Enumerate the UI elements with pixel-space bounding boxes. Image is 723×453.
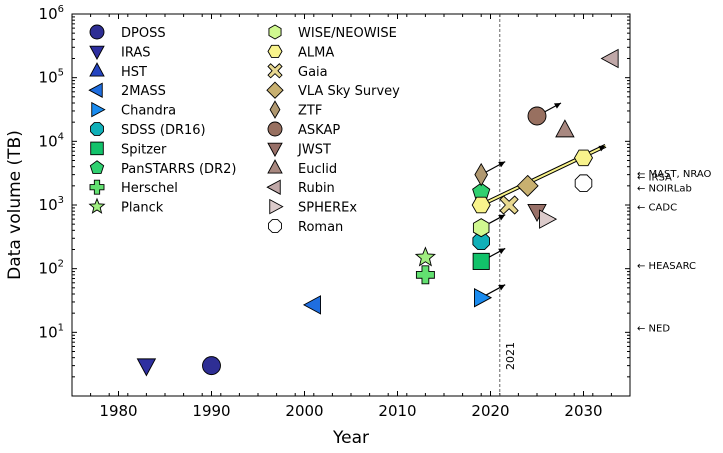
legend-label-ztf: ZTF: [298, 104, 322, 119]
legend-marker-planck: [88, 197, 106, 214]
legend-marker-spherex: [269, 198, 284, 215]
legend-label-chandra: Chandra: [121, 104, 176, 119]
x-tick-label: 2030: [564, 402, 602, 420]
legend-label-spherex: SPHEREx: [298, 201, 357, 216]
archive-annotation: ← IRSA: [637, 173, 672, 184]
vline-label: 2021: [504, 342, 517, 370]
point-chandra: [474, 287, 493, 308]
point-alma-2030: [573, 149, 594, 167]
legend-marker-panstarrs-dr2-: [89, 160, 105, 174]
axes: 1980 1990 2000 2010 2020 2030 101 102 103 104 105 1…: [39, 4, 631, 420]
point-dposs: [202, 356, 221, 376]
archive-annotation: ← MAST, NRAO: [637, 169, 712, 180]
legend-label-panstarrs-dr2-: PanSTARRS (DR2): [121, 162, 236, 177]
y-tick-label: 103: [39, 195, 64, 214]
legend-label-hst: HST: [121, 65, 147, 80]
y-tick-label: 101: [39, 322, 64, 341]
legend-label-2mass: 2MASS: [121, 84, 166, 99]
point-rubin: [600, 48, 619, 69]
legend-label-euclid: Euclid: [298, 162, 337, 177]
y-tick-label: 106: [39, 4, 64, 23]
point-roman: [574, 174, 593, 192]
legend-label-vla-sky-survey: VLA Sky Survey: [298, 84, 400, 99]
point-wise-neowise: [472, 218, 490, 238]
legend-label-jwst: JWST: [297, 142, 331, 157]
legend-label-gaia: Gaia: [298, 65, 328, 80]
point-alma: [471, 196, 491, 214]
legend-marker-vla-sky-survey: [266, 81, 284, 99]
legend-marker-askap: [267, 121, 283, 137]
legend-label-wise-neowise: WISE/NEOWISE: [298, 26, 397, 41]
point-iras: [136, 358, 157, 377]
point-spherex: [539, 209, 558, 229]
legend-label-iras: IRAS: [121, 45, 151, 60]
legend-label-rubin: Rubin: [298, 181, 335, 196]
legend-marker-herschel: [89, 179, 105, 195]
point-2mass: [302, 295, 321, 315]
legend-label-herschel: Herschel: [121, 181, 178, 196]
data-points: [136, 48, 619, 377]
y-tick-label: 104: [39, 131, 64, 150]
legend-marker-euclid: [267, 159, 283, 174]
legend-label-planck: Planck: [121, 201, 164, 216]
archive-annotation: ← HEASARC: [637, 261, 696, 272]
legend-marker-jwst: [267, 142, 283, 158]
point-sdss-dr16-: [472, 232, 490, 250]
legend-marker-wise-neowise: [268, 24, 282, 40]
legend: DPOSS IRAS HST 2MASS Chandra SDSS (DR16) Spitz…: [88, 24, 400, 235]
archive-annotation: ← NOIRLab: [637, 183, 692, 194]
y-tick-label: 102: [39, 259, 64, 278]
point-gaia: [499, 195, 519, 215]
legend-label-askap: ASKAP: [298, 123, 340, 138]
point-euclid: [555, 119, 575, 138]
point-planck: [414, 246, 436, 267]
legend-marker-spitzer: [90, 141, 104, 156]
x-tick-label: 2020: [471, 402, 509, 420]
legend-label-spitzer: Spitzer: [121, 142, 167, 157]
legend-label-roman: Roman: [298, 220, 343, 235]
point-spitzer: [472, 252, 490, 270]
legend-label-sdss-dr16-: SDSS (DR16): [121, 123, 206, 138]
legend-marker-dposs: [89, 24, 105, 40]
point-herschel: [415, 265, 435, 285]
annotations: ← MAST, NRAO← IRSA← NOIRLab ← CADC ← HEASA…: [637, 169, 712, 334]
archive-annotation: ← NED: [637, 323, 670, 334]
legend-marker-sdss-dr16-: [90, 122, 104, 136]
point-vla-sky-survey: [516, 174, 539, 197]
x-tick-label: 2010: [378, 402, 416, 420]
y-tick-label: 105: [39, 68, 64, 87]
legend-marker-ztf: [269, 100, 281, 119]
point-askap: [527, 106, 547, 126]
legend-marker-hst: [89, 62, 105, 77]
x-axis-label: Year: [332, 428, 369, 448]
y-axis-label: Data volume (TB): [5, 130, 25, 280]
legend-marker-gaia: [267, 63, 283, 79]
x-tick-label: 2000: [285, 402, 323, 420]
legend-label-dposs: DPOSS: [121, 26, 166, 41]
legend-marker-iras: [89, 45, 105, 61]
x-tick-label: 1980: [99, 402, 137, 420]
archive-annotation: ← CADC: [637, 202, 677, 213]
legend-marker-alma: [267, 44, 283, 58]
legend-marker-2mass: [88, 82, 103, 98]
x-tick-label: 1990: [192, 402, 230, 420]
legend-marker-chandra: [91, 101, 106, 118]
legend-marker-rubin: [266, 179, 281, 195]
point-ztf: [474, 162, 489, 187]
legend-marker-roman: [268, 219, 282, 233]
legend-label-alma: ALMA: [298, 45, 334, 60]
